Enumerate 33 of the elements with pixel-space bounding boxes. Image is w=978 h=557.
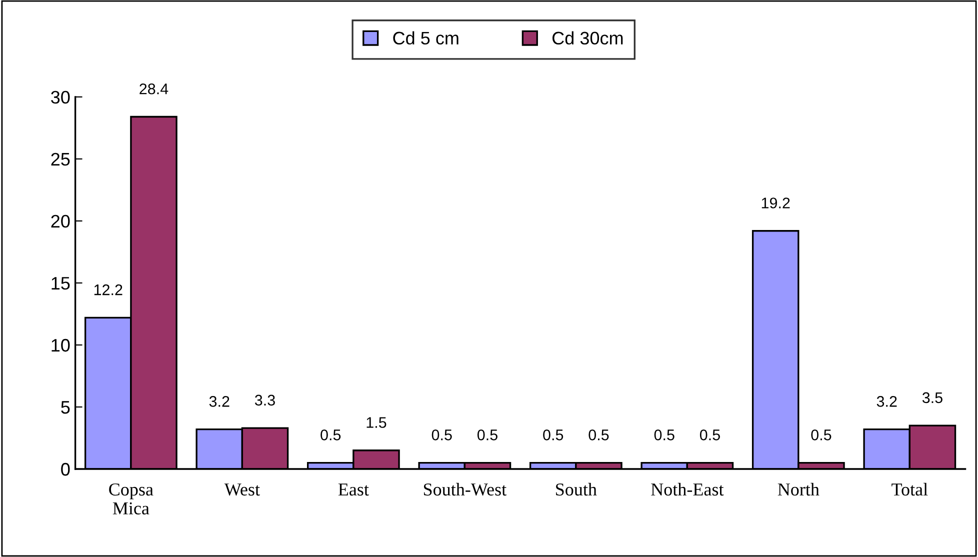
x-tick-label: North: [778, 482, 820, 496]
y-tick-label: 15: [52, 277, 70, 290]
x-tick-label: Total: [892, 482, 928, 496]
data-label: 3.2: [209, 396, 230, 407]
y-tick-label: 20: [51, 214, 70, 228]
data-label: 0.5: [432, 430, 452, 440]
x-tick-label: Copsa Mica: [109, 483, 154, 514]
x-tick-label: Noth-East: [651, 482, 724, 496]
data-label: 3.3: [254, 394, 275, 406]
y-tick-label: 10: [52, 338, 70, 352]
data-label: 0.5: [654, 430, 674, 440]
x-tick-label: East: [338, 484, 369, 496]
y-tick-label: 0: [61, 462, 70, 476]
data-label: 3.5: [922, 392, 942, 404]
data-label: 1.5: [366, 417, 386, 428]
data-label: 0.5: [320, 430, 341, 440]
data-label: 28.4: [140, 83, 168, 94]
data-label: 12.2: [94, 284, 122, 296]
y-tick-label: 25: [51, 152, 70, 166]
x-tick-label: South-West: [424, 482, 506, 496]
data-label: 0.5: [811, 430, 832, 440]
data-label: 3.2: [876, 396, 897, 407]
x-tick-label: South: [556, 482, 597, 496]
data-label: 0.5: [543, 430, 564, 440]
data-label: 0.5: [700, 430, 720, 440]
legend-label: Cd 30cm: [552, 31, 623, 45]
data-label: 0.5: [588, 430, 609, 440]
legend-label: Cd 5 cm: [393, 31, 458, 45]
y-tick-label: 30: [51, 90, 70, 104]
x-tick-label: West: [224, 484, 260, 496]
data-label: 19.2: [762, 198, 790, 208]
data-label: 0.5: [477, 430, 498, 440]
y-tick-label: 5: [61, 401, 70, 414]
